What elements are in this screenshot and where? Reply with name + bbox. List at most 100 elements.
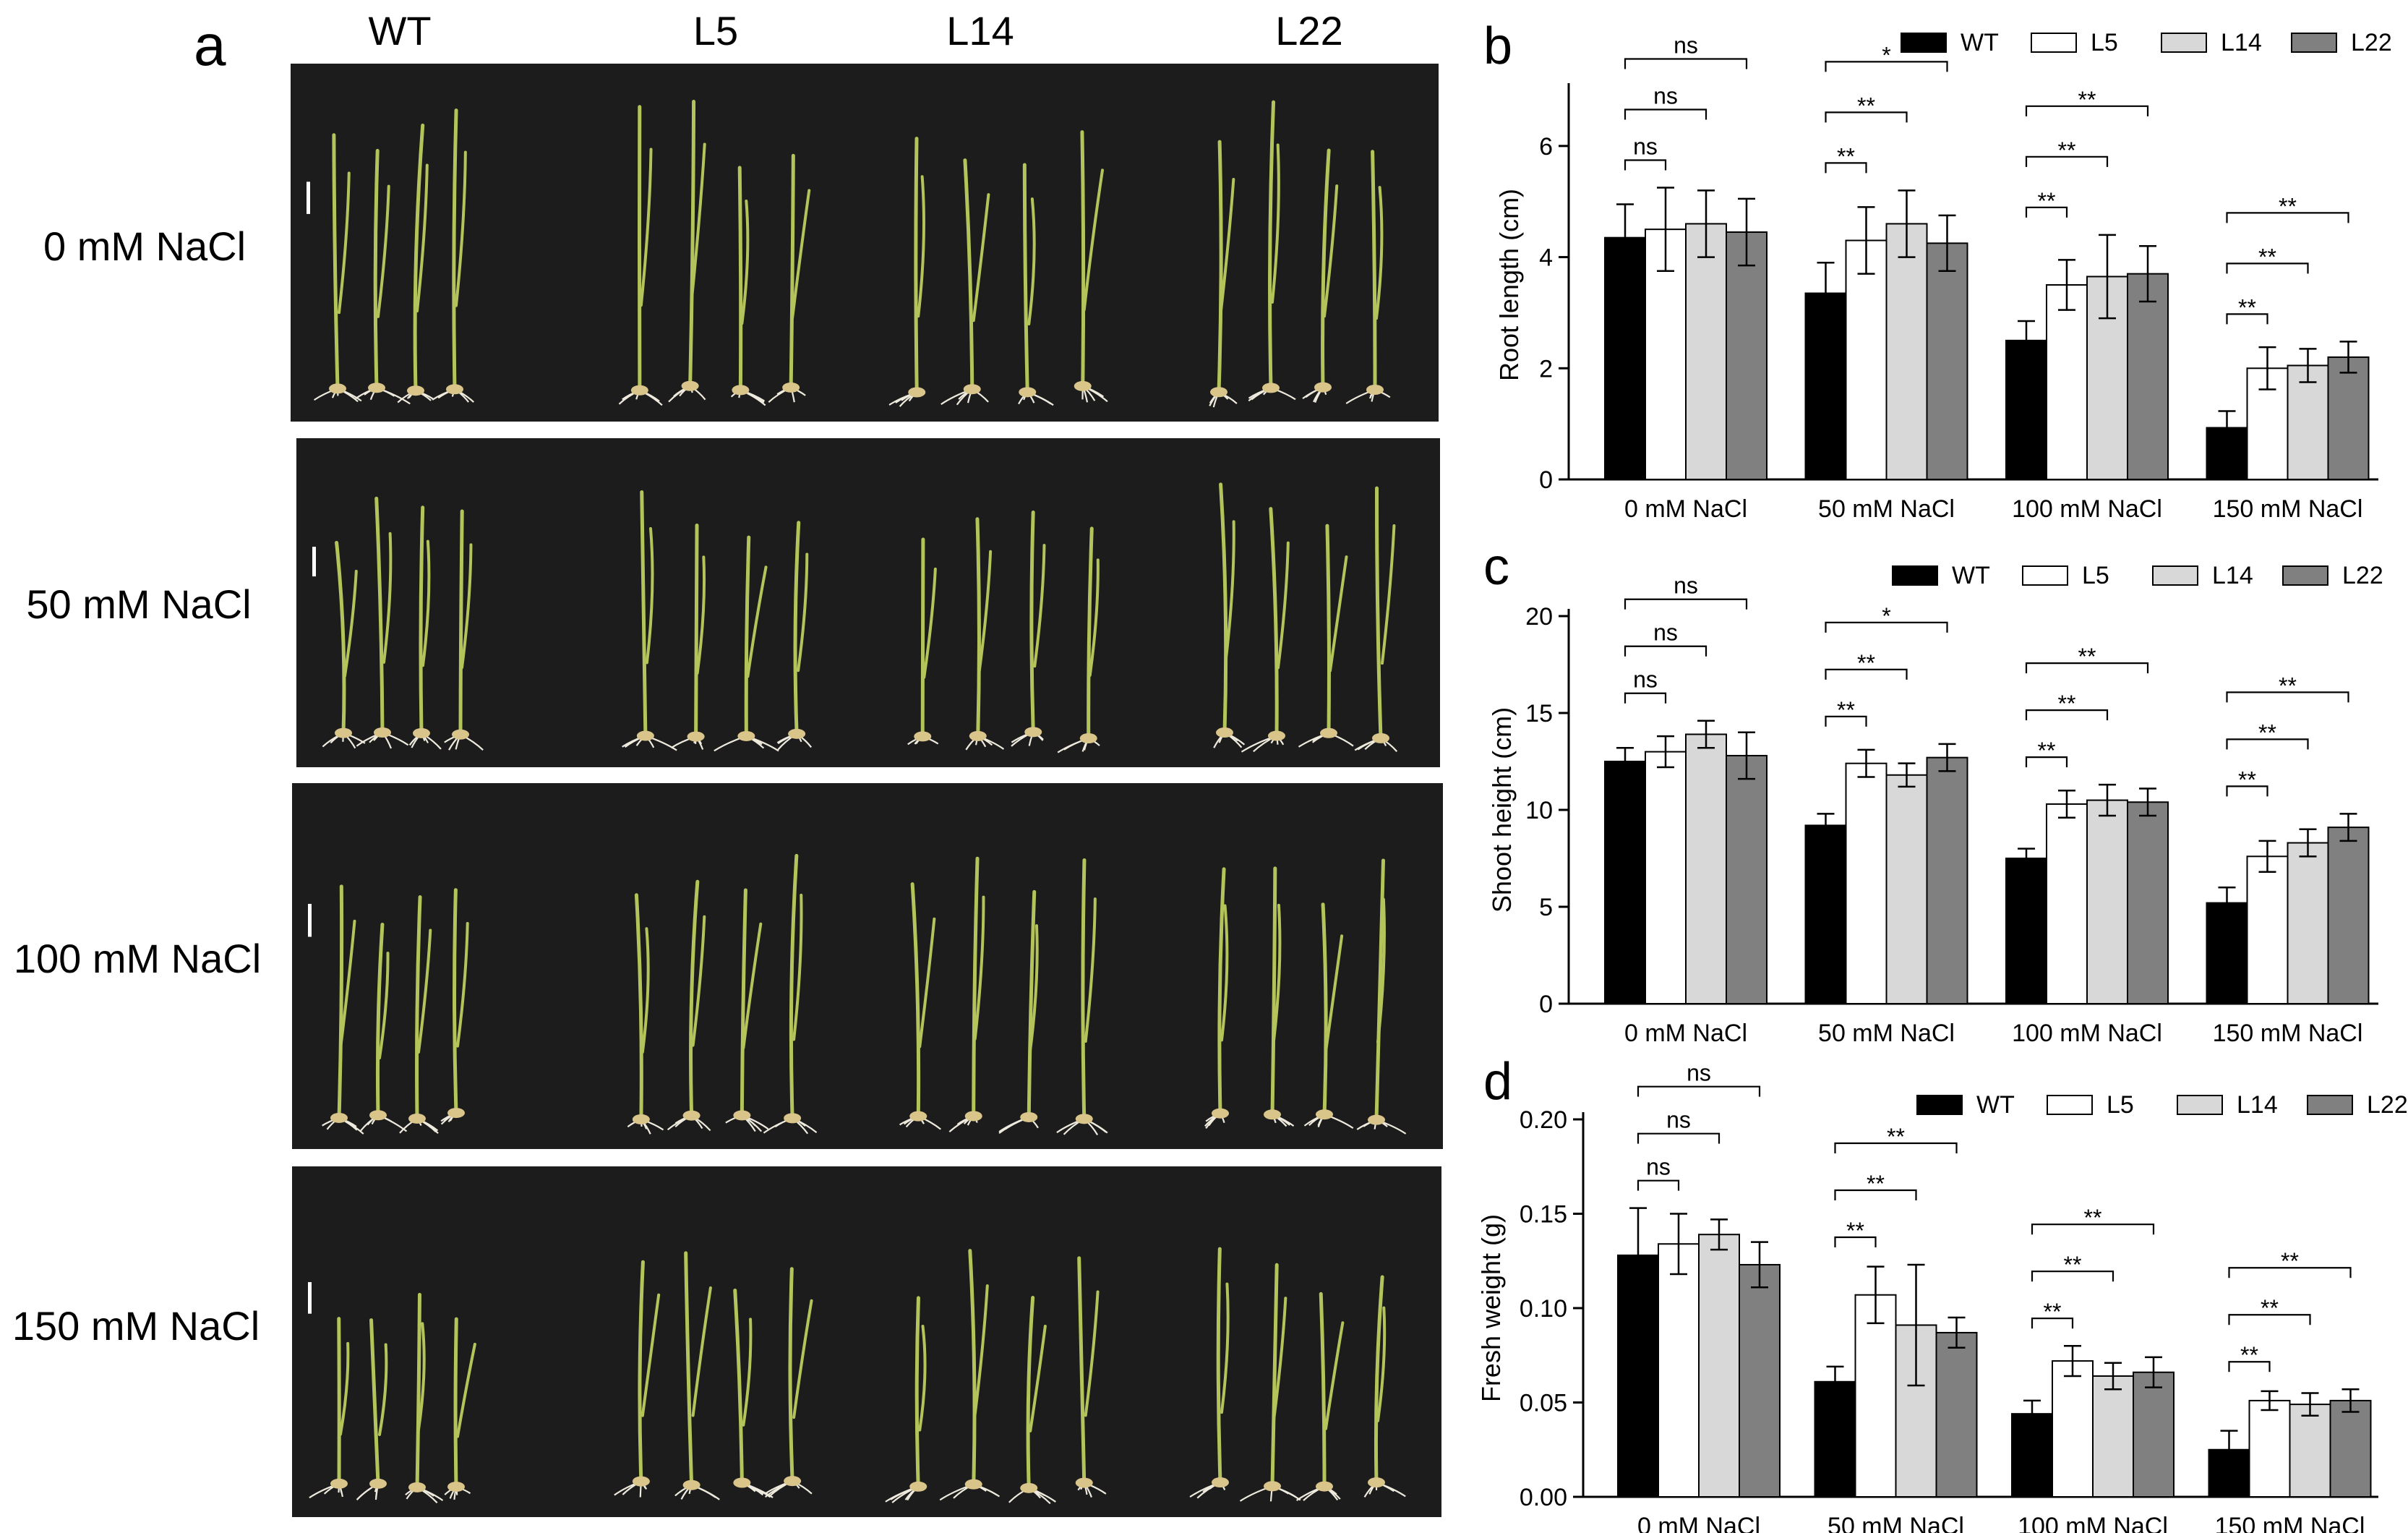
seedling-stem xyxy=(688,100,696,388)
seed xyxy=(1372,733,1389,743)
significance-bracket xyxy=(2228,1267,2352,1278)
significance-bracket xyxy=(2226,313,2268,325)
seedling xyxy=(948,856,985,1133)
seedling-leaf xyxy=(456,921,469,1048)
legend-label-wt: WT xyxy=(1961,29,1999,56)
seed xyxy=(1210,387,1227,398)
seedling-stem xyxy=(413,123,425,393)
row-labels: 0 mM NaCl 50 mM NaCl 100 mM NaCl 150 mM … xyxy=(12,223,261,1349)
significance-bracket xyxy=(1825,668,1908,680)
category-group: 150 mM NaCl****** xyxy=(2206,193,2370,523)
seedling xyxy=(1056,858,1108,1135)
seedling xyxy=(667,879,711,1132)
legend-swatch-l14 xyxy=(2177,1095,2223,1115)
seedling-stem xyxy=(789,153,795,390)
panel-letter: d xyxy=(1483,1053,1512,1111)
significance-label: ns xyxy=(1674,33,1698,59)
bar-l14 xyxy=(2086,799,2128,1004)
seedling-leaf xyxy=(1324,934,1344,1054)
legend-label-wt: WT xyxy=(1952,562,1990,589)
seedling-leaf xyxy=(1381,524,1396,665)
bar-l5 xyxy=(1854,1294,1897,1498)
seedling-leaf xyxy=(1219,178,1235,319)
seed xyxy=(732,385,750,396)
seed xyxy=(447,1482,465,1493)
seedling-stem xyxy=(737,166,743,392)
seed xyxy=(374,727,391,738)
photo-panel-row-1 xyxy=(291,64,1439,422)
seedling-leaf xyxy=(1375,186,1384,320)
seedling-leaf xyxy=(922,567,937,679)
seedling xyxy=(322,540,366,749)
seedling xyxy=(618,105,663,406)
significance-bracket xyxy=(2025,105,2149,116)
seedling xyxy=(668,100,706,403)
y-tick-label: 0 xyxy=(1539,466,1553,494)
seed xyxy=(1075,1114,1093,1124)
seedling-leaf xyxy=(417,1322,426,1431)
significance-label: ** xyxy=(2238,766,2256,793)
bar-wt xyxy=(1814,1380,1856,1498)
seed xyxy=(681,380,699,391)
seedling-stem xyxy=(373,148,380,390)
seedling xyxy=(965,517,1005,751)
photo-panel-row-4 xyxy=(292,1166,1441,1517)
scale-bar xyxy=(307,182,310,214)
seed xyxy=(329,383,346,394)
seedling-stem xyxy=(1325,524,1331,735)
significance-bracket xyxy=(2226,785,2268,797)
seedling xyxy=(1303,902,1354,1130)
significance-label: ** xyxy=(1857,93,1875,119)
seedling-leaf xyxy=(973,895,985,1041)
significance-bracket xyxy=(1637,1179,1680,1191)
legend-label-l14: L14 xyxy=(2221,29,2262,56)
significance-label: ns xyxy=(1653,83,1678,109)
seed xyxy=(330,1478,348,1489)
seed xyxy=(413,727,430,738)
seed xyxy=(1366,384,1384,395)
x-tick-label: 150 mM NaCl xyxy=(2213,1020,2363,1047)
y-tick-label: 0.00 xyxy=(1520,1484,1567,1511)
seedling-leaf xyxy=(417,928,432,1054)
bar-l5 xyxy=(1645,751,1687,1004)
seedling xyxy=(444,509,484,751)
significance-bracket xyxy=(1637,1132,1721,1144)
seedling-stem xyxy=(963,158,974,391)
seed xyxy=(784,1113,802,1124)
column-headers: WT L5 L14 L22 xyxy=(368,8,1342,54)
seedling xyxy=(408,505,442,750)
significance-bracket xyxy=(2025,662,2149,674)
category-group: 150 mM NaCl****** xyxy=(2206,672,2370,1047)
category-group: 50 mM NaCl***** xyxy=(1804,603,1968,1047)
bar-wt xyxy=(2005,339,2047,480)
significance-bracket xyxy=(1624,108,1708,120)
seed xyxy=(1212,1477,1229,1487)
seedling xyxy=(1248,100,1296,402)
x-tick-label: 50 mM NaCl xyxy=(1818,1020,1955,1047)
seed xyxy=(1316,1481,1333,1492)
seedling-leaf xyxy=(339,919,356,1050)
seedling-leaf xyxy=(690,142,706,302)
bar-l5 xyxy=(2046,284,2088,480)
significance-label: ** xyxy=(2064,1252,2082,1278)
legend-swatch-wt xyxy=(1892,565,1938,586)
significance-bracket xyxy=(2228,1314,2311,1325)
seed xyxy=(1212,1108,1229,1119)
bar-l5 xyxy=(2246,855,2289,1004)
seedling-stem xyxy=(1268,100,1276,390)
legend-swatch-l22 xyxy=(2307,1095,2353,1115)
significance-label: ** xyxy=(2261,1295,2279,1321)
seedling-leaf xyxy=(691,915,706,1047)
row-label-100mm: 100 mM NaCl xyxy=(14,936,261,981)
seedling xyxy=(614,1260,661,1498)
photo-panel-row-2 xyxy=(296,438,1440,767)
seedling xyxy=(764,1267,813,1498)
seed xyxy=(452,729,469,740)
seedling-stem xyxy=(1026,1295,1035,1490)
seedling-leaf xyxy=(1027,197,1036,326)
seedling-leaf xyxy=(1084,897,1097,1043)
seedling-leaf xyxy=(1220,1282,1230,1414)
significance-label: ns xyxy=(1633,134,1658,160)
seed xyxy=(682,1479,700,1490)
